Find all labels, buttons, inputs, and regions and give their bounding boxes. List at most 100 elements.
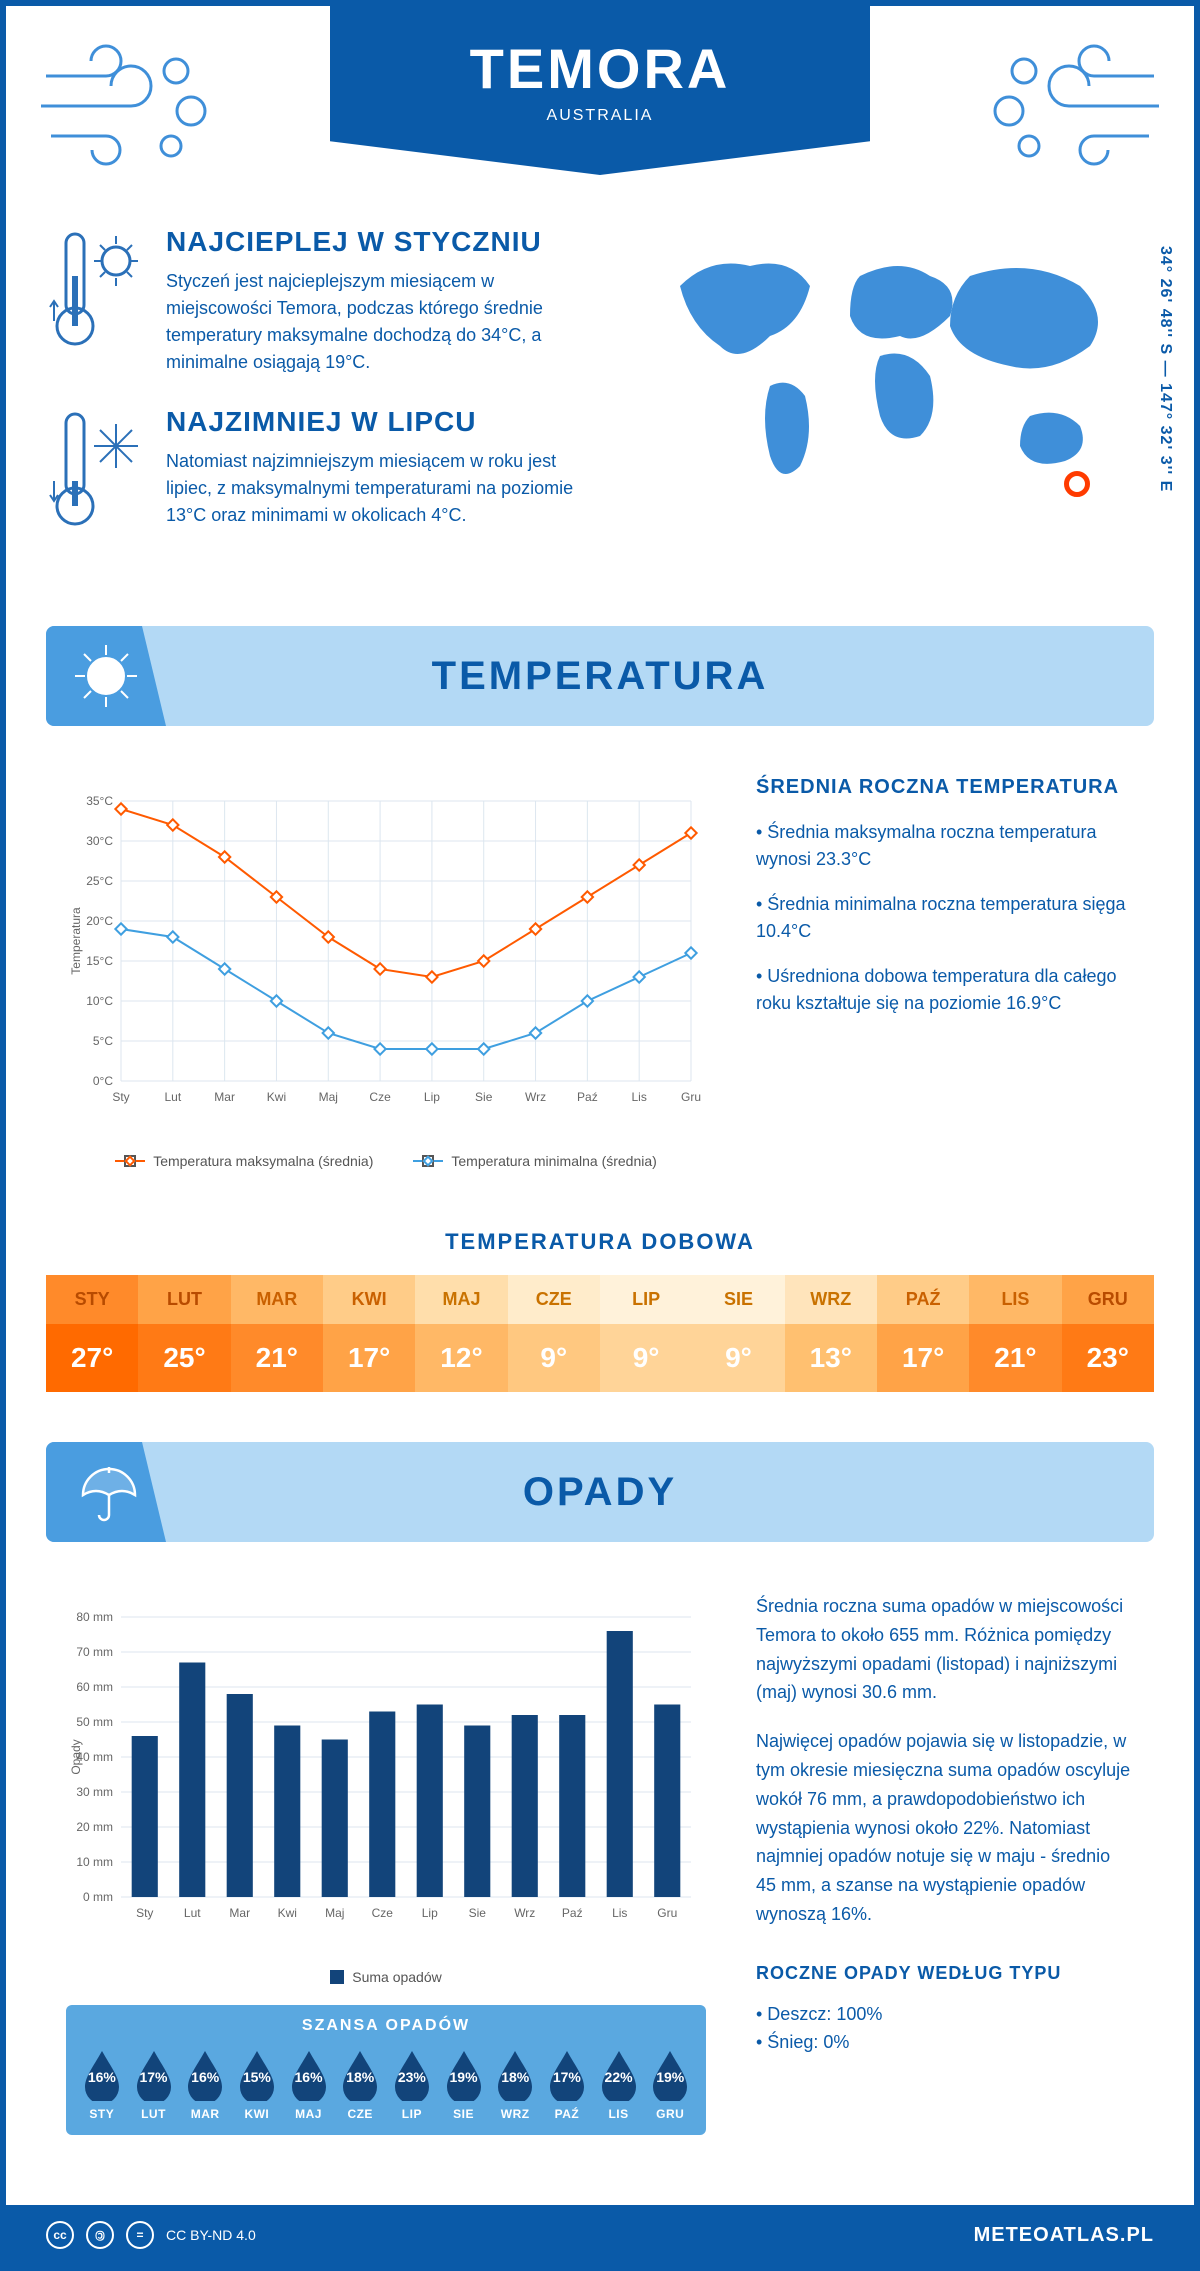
svg-text:Sie: Sie <box>475 1090 493 1104</box>
svg-text:Kwi: Kwi <box>267 1090 286 1104</box>
svg-text:0°C: 0°C <box>93 1074 113 1088</box>
intro-section: NAJCIEPLEJ W STYCZNIU Styczeń jest najci… <box>6 206 1194 606</box>
rain-drop: 16% MAR <box>179 2047 231 2121</box>
location-marker-icon <box>1064 471 1090 497</box>
svg-text:10 mm: 10 mm <box>76 1855 113 1869</box>
coldest-heading: NAJZIMNIEJ W LIPCU <box>166 406 586 438</box>
footer: cc 🄯 = CC BY-ND 4.0 METEOATLAS.PL <box>6 2205 1194 2265</box>
temp-table-cell: STY 27° <box>46 1275 138 1392</box>
temp-table-cell: LIP 9° <box>600 1275 692 1392</box>
svg-text:Wrz: Wrz <box>525 1090 546 1104</box>
temperature-summary: ŚREDNIA ROCZNA TEMPERATURA • Średnia mak… <box>756 776 1134 1169</box>
svg-text:20°C: 20°C <box>86 914 113 928</box>
legend-item: Temperatura maksymalna (średnia) <box>115 1153 373 1169</box>
country-subtitle: AUSTRALIA <box>330 107 870 125</box>
wind-icon <box>984 36 1164 176</box>
svg-text:35°C: 35°C <box>86 794 113 808</box>
by-icon: 🄯 <box>86 2221 114 2249</box>
rain-chance-panel: SZANSA OPADÓW 16% STY 17% LUT 16% MAR <box>66 2005 706 2135</box>
temp-table-cell: GRU 23° <box>1062 1275 1154 1392</box>
rain-drop: 18% CZE <box>334 2047 386 2121</box>
thermometer-hot-icon <box>46 226 146 356</box>
svg-text:50 mm: 50 mm <box>76 1715 113 1729</box>
temp-table-cell: PAŹ 17° <box>877 1275 969 1392</box>
rain-drop: 19% SIE <box>438 2047 490 2121</box>
world-map-container: 34° 26' 48'' S — 147° 32' 3'' E <box>626 226 1154 566</box>
svg-text:Sty: Sty <box>112 1090 129 1104</box>
rain-drop: 19% GRU <box>644 2047 696 2121</box>
precip-paragraph: Średnia roczna suma opadów w miejscowośc… <box>756 1592 1134 1707</box>
summary-bullet: • Średnia minimalna roczna temperatura s… <box>756 891 1134 945</box>
coordinates: 34° 26' 48'' S — 147° 32' 3'' E <box>1156 246 1174 492</box>
svg-text:Lut: Lut <box>184 1906 201 1920</box>
license-text: CC BY-ND 4.0 <box>166 2227 256 2243</box>
svg-text:Opady: Opady <box>69 1739 83 1774</box>
title-banner: TEMORA AUSTRALIA <box>330 6 870 175</box>
rain-drop: 17% LUT <box>128 2047 180 2121</box>
temp-table-cell: WRZ 13° <box>785 1275 877 1392</box>
hottest-block: NAJCIEPLEJ W STYCZNIU Styczeń jest najci… <box>46 226 586 376</box>
svg-text:80 mm: 80 mm <box>76 1610 113 1624</box>
temperature-line-chart: 0°C5°C10°C15°C20°C25°C30°C35°CStyLutMarK… <box>66 776 706 1169</box>
temperature-title: TEMPERATURA <box>166 654 1154 699</box>
svg-text:25°C: 25°C <box>86 874 113 888</box>
legend-item: Suma opadów <box>330 1969 442 1985</box>
rain-drop: 16% STY <box>76 2047 128 2121</box>
summary-bullet: • Średnia maksymalna roczna temperatura … <box>756 819 1134 873</box>
temp-table-cell: LUT 25° <box>138 1275 230 1392</box>
precipitation-summary: Średnia roczna suma opadów w miejscowośc… <box>756 1592 1134 2135</box>
svg-text:70 mm: 70 mm <box>76 1645 113 1659</box>
svg-text:30°C: 30°C <box>86 834 113 848</box>
temp-table-cell: MAJ 12° <box>415 1275 507 1392</box>
temp-table-cell: SIE 9° <box>692 1275 784 1392</box>
svg-text:60 mm: 60 mm <box>76 1680 113 1694</box>
svg-text:Gru: Gru <box>657 1906 677 1920</box>
nd-icon: = <box>126 2221 154 2249</box>
cc-icon: cc <box>46 2221 74 2249</box>
sun-icon <box>46 626 166 726</box>
daily-temp-title: TEMPERATURA DOBOWA <box>6 1229 1194 1255</box>
precip-type-bullet: • Deszcz: 100% <box>756 2000 1134 2029</box>
svg-text:20 mm: 20 mm <box>76 1820 113 1834</box>
precip-type-heading: ROCZNE OPADY WEDŁUG TYPU <box>756 1959 1134 1988</box>
svg-text:Temperatura: Temperatura <box>69 907 83 975</box>
temp-table-cell: KWI 17° <box>323 1275 415 1392</box>
svg-text:0 mm: 0 mm <box>83 1890 113 1904</box>
site-name: METEOATLAS.PL <box>974 2224 1154 2247</box>
temp-table-cell: CZE 9° <box>508 1275 600 1392</box>
svg-text:Sie: Sie <box>469 1906 487 1920</box>
svg-text:Lip: Lip <box>424 1090 440 1104</box>
svg-text:Cze: Cze <box>369 1090 391 1104</box>
rain-drop: 22% LIS <box>593 2047 645 2121</box>
precip-paragraph: Najwięcej opadów pojawia się w listopadz… <box>756 1727 1134 1929</box>
svg-text:Sty: Sty <box>136 1906 153 1920</box>
rain-drop: 17% PAŹ <box>541 2047 593 2121</box>
summary-bullet: • Uśredniona dobowa temperatura dla całe… <box>756 963 1134 1017</box>
daily-temp-table: STY 27° LUT 25° MAR 21° KWI 17° MAJ 12° … <box>46 1275 1154 1392</box>
svg-text:15°C: 15°C <box>86 954 113 968</box>
svg-text:Paź: Paź <box>562 1906 583 1920</box>
svg-text:Lis: Lis <box>612 1906 627 1920</box>
svg-text:Lis: Lis <box>632 1090 647 1104</box>
svg-text:Wrz: Wrz <box>514 1906 535 1920</box>
rain-drop: 23% LIP <box>386 2047 438 2121</box>
summary-heading: ŚREDNIA ROCZNA TEMPERATURA <box>756 776 1134 799</box>
city-title: TEMORA <box>330 36 870 101</box>
svg-text:Maj: Maj <box>325 1906 344 1920</box>
rain-drop: 16% MAJ <box>283 2047 335 2121</box>
svg-text:30 mm: 30 mm <box>76 1785 113 1799</box>
svg-text:Cze: Cze <box>372 1906 394 1920</box>
thermometer-cold-icon <box>46 406 146 536</box>
rain-drop: 18% WRZ <box>489 2047 541 2121</box>
coldest-text: Natomiast najzimniejszym miesiącem w rok… <box>166 448 586 529</box>
header: TEMORA AUSTRALIA <box>6 6 1194 206</box>
hottest-heading: NAJCIEPLEJ W STYCZNIU <box>166 226 586 258</box>
svg-text:Lip: Lip <box>422 1906 438 1920</box>
hottest-text: Styczeń jest najcieplejszym miesiącem w … <box>166 268 586 376</box>
svg-text:Maj: Maj <box>319 1090 338 1104</box>
precipitation-bar-chart: 0 mm10 mm20 mm30 mm40 mm50 mm60 mm70 mm8… <box>66 1592 706 1985</box>
precip-type-bullet: • Śnieg: 0% <box>756 2028 1134 2057</box>
precipitation-section-header: OPADY <box>46 1442 1154 1542</box>
svg-text:Lut: Lut <box>164 1090 181 1104</box>
coldest-block: NAJZIMNIEJ W LIPCU Natomiast najzimniejs… <box>46 406 586 536</box>
